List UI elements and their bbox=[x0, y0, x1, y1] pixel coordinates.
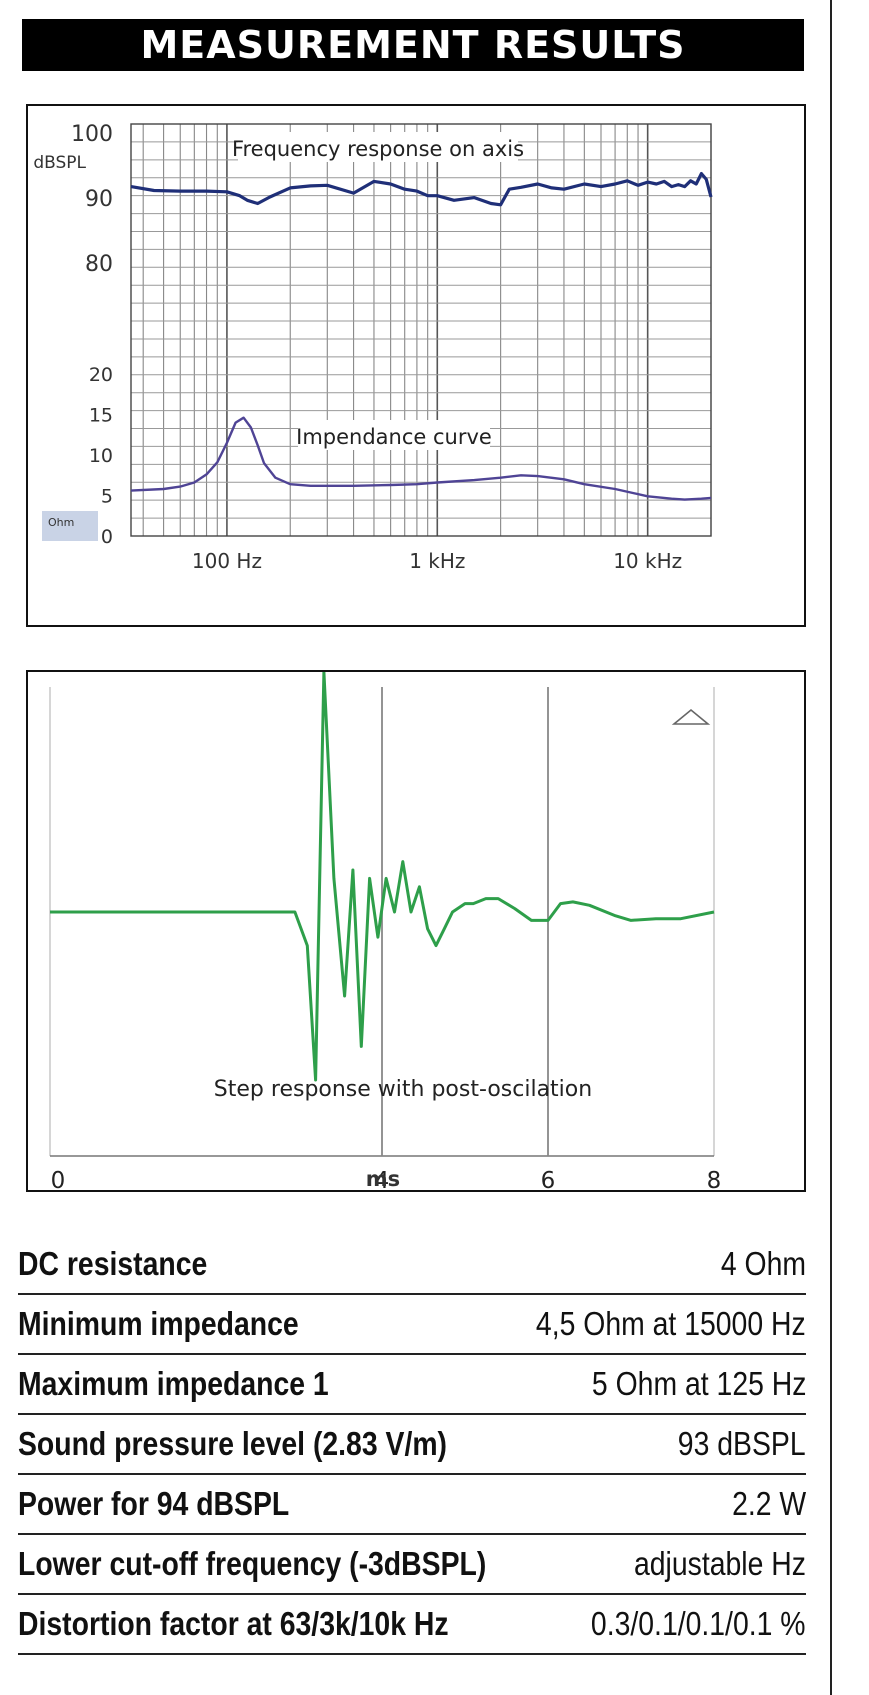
x-tick-label: 100 Hz bbox=[192, 549, 262, 573]
spec-value: 4 Ohm bbox=[720, 1245, 806, 1282]
spec-label: Maximum impedance 1 bbox=[18, 1365, 329, 1402]
x-tick-label: 8 bbox=[707, 1168, 722, 1190]
spec-label: Lower cut-off frequency (-3dBSPL) bbox=[18, 1545, 487, 1582]
spec-value: adjustable Hz bbox=[634, 1545, 806, 1582]
impedance-tick-label: 5 bbox=[101, 486, 113, 508]
frequency-response-label: Frequency response on axis bbox=[232, 137, 524, 161]
spec-label: Minimum impedance bbox=[18, 1305, 299, 1342]
spl-tick-label: 80 bbox=[85, 252, 113, 277]
spec-row: Power for 94 dBSPL 2.2 W bbox=[18, 1475, 806, 1535]
spec-row: Distortion factor at 63/3k/10k Hz 0.3/0.1… bbox=[18, 1595, 806, 1655]
series-label-bg bbox=[298, 420, 490, 450]
triangle-marker-icon bbox=[671, 708, 711, 725]
frequency-response-line bbox=[130, 171, 713, 207]
spl-tick-label: 100 bbox=[71, 122, 113, 147]
spec-value: 4,5 Ohm at 15000 Hz bbox=[536, 1305, 806, 1342]
step-response-line bbox=[50, 670, 715, 1082]
frequency-impedance-chart: 100 90 80 dBSPL 20 15 10 5 0 Ohm 100 Hz 1 kHz 10 kHz… bbox=[33, 122, 713, 573]
impedance-line bbox=[130, 416, 712, 501]
section-title: MEASUREMENT RESULTS bbox=[22, 19, 804, 71]
spec-row: Maximum impedance 1 5 Ohm at 125 Hz bbox=[18, 1355, 806, 1415]
frequency-impedance-chart-panel: 100 90 80 dBSPL 20 15 10 5 0 Ohm 100 Hz 1 kHz 10 kHz… bbox=[26, 104, 806, 627]
x-tick-label: 0 bbox=[51, 1168, 66, 1190]
impedance-tick-label: 0 bbox=[101, 526, 113, 548]
plot-frame bbox=[130, 123, 712, 537]
spec-row: Minimum impedance 4,5 Ohm at 15000 Hz bbox=[18, 1295, 806, 1355]
spec-label: DC resistance bbox=[18, 1245, 208, 1282]
spec-value: 2.2 W bbox=[731, 1485, 806, 1522]
x-tick-label: 10 kHz bbox=[613, 549, 682, 573]
impedance-tick-label: 15 bbox=[89, 405, 113, 427]
spec-label: Power for 94 dBSPL bbox=[18, 1485, 290, 1522]
spec-label: Distortion factor at 63/3k/10k Hz bbox=[18, 1605, 449, 1642]
spec-value: 0.3/0.1/0.1/0.1 % bbox=[591, 1605, 806, 1642]
spec-label: Sound pressure level (2.83 V/m) bbox=[18, 1425, 448, 1462]
spec-row: DC resistance 4 Ohm bbox=[18, 1235, 806, 1295]
impedance-tick-label: 10 bbox=[89, 445, 113, 467]
x-axis-label: ms bbox=[366, 1167, 400, 1190]
ohm-label-box bbox=[42, 511, 98, 541]
x-tick-label: 4 bbox=[375, 1168, 390, 1190]
impedance-tick-label: 20 bbox=[89, 364, 113, 386]
series-label-bg bbox=[238, 132, 518, 162]
step-response-chart: 0 4 6 8 ms Step response with post-oscilation bbox=[49, 670, 722, 1194]
step-response-chart-panel: 0 4 6 8 ms Step response with post-oscilation bbox=[26, 670, 806, 1194]
spec-row: Sound pressure level (2.83 V/m) 93 dBSPL bbox=[18, 1415, 806, 1475]
impedance-unit-label: Ohm bbox=[48, 516, 74, 529]
spl-tick-label: 90 bbox=[85, 187, 113, 212]
x-tick-label: 6 bbox=[541, 1168, 556, 1190]
spec-value: 93 dBSPL bbox=[678, 1425, 806, 1462]
specs-table: DC resistance 4 Ohm Minimum impedance 4,5 O… bbox=[18, 1235, 806, 1655]
step-response-label: Step response with post-oscilation bbox=[214, 1077, 592, 1102]
column-divider bbox=[830, 0, 832, 1695]
x-tick-label: 1 kHz bbox=[409, 549, 465, 573]
spec-value: 5 Ohm at 125 Hz bbox=[591, 1365, 806, 1402]
spec-row: Lower cut-off frequency (-3dBSPL) adjusta… bbox=[18, 1535, 806, 1595]
impedance-curve-label: Impendance curve bbox=[296, 425, 492, 449]
spl-unit-label: dBSPL bbox=[33, 153, 86, 173]
